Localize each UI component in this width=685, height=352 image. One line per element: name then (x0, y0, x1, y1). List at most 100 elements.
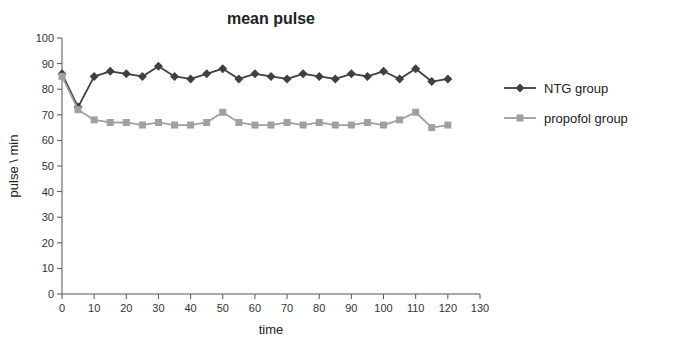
y-tick-label: 80 (42, 83, 54, 95)
point (235, 119, 242, 126)
point (444, 122, 451, 129)
point (380, 122, 387, 129)
y-tick (57, 89, 62, 90)
x-tick-label: 30 (152, 302, 164, 314)
y-tick (57, 63, 62, 64)
point (59, 73, 66, 80)
legend-label: propofol group (544, 111, 628, 126)
y-tick-label: 20 (42, 237, 54, 249)
point (123, 119, 130, 126)
legend-marker (516, 84, 525, 93)
point (316, 119, 323, 126)
x-tick (447, 294, 448, 299)
point (363, 72, 372, 81)
y-tick (57, 217, 62, 218)
point (234, 74, 243, 83)
point (412, 109, 419, 116)
point (411, 64, 420, 73)
y-axis-label: pulse \ min (6, 135, 21, 198)
y-tick (57, 268, 62, 269)
chart-container: 0102030405060708090100110120130010203040… (0, 0, 685, 352)
x-tick (94, 294, 95, 299)
x-tick-label: 70 (281, 302, 293, 314)
point (155, 119, 162, 126)
x-axis-label: time (259, 322, 284, 337)
point (106, 67, 115, 76)
chart-svg: 0102030405060708090100110120130010203040… (0, 0, 685, 352)
point (171, 122, 178, 129)
y-tick (57, 191, 62, 192)
point (267, 72, 276, 81)
point (203, 119, 210, 126)
x-tick-label: 10 (88, 302, 100, 314)
point (396, 116, 403, 123)
x-tick (62, 294, 63, 299)
plot-area (58, 62, 453, 131)
point (427, 77, 436, 86)
series-line (62, 66, 448, 107)
y-tick-label: 40 (42, 186, 54, 198)
y-tick-label: 70 (42, 109, 54, 121)
y-tick-label: 50 (42, 160, 54, 172)
point (395, 74, 404, 83)
x-tick (383, 294, 384, 299)
point (202, 69, 211, 78)
series-line (62, 76, 448, 127)
point (218, 64, 227, 73)
point (91, 116, 98, 123)
x-tick-label: 80 (313, 302, 325, 314)
x-tick-label: 20 (120, 302, 132, 314)
x-axis-line (62, 294, 480, 295)
y-tick-label: 60 (42, 134, 54, 146)
x-tick-label: 120 (439, 302, 457, 314)
point (250, 69, 259, 78)
x-tick (480, 294, 481, 299)
point (331, 74, 340, 83)
point (75, 106, 82, 113)
x-tick-label: 130 (471, 302, 489, 314)
x-tick-label: 0 (59, 302, 65, 314)
point (364, 119, 371, 126)
point (299, 69, 308, 78)
x-tick (222, 294, 223, 299)
axes: 0102030405060708090100110120130010203040… (36, 32, 490, 314)
y-tick-label: 90 (42, 58, 54, 70)
y-tick-label: 10 (42, 262, 54, 274)
x-tick (415, 294, 416, 299)
y-tick (57, 140, 62, 141)
x-tick-label: 50 (217, 302, 229, 314)
legend: NTG grouppropofol group (504, 81, 628, 126)
point (268, 122, 275, 129)
point (122, 69, 131, 78)
point (186, 74, 195, 83)
point (300, 122, 307, 129)
y-tick (57, 166, 62, 167)
series (58, 62, 453, 112)
point (348, 122, 355, 129)
x-tick-label: 100 (374, 302, 392, 314)
point (138, 72, 147, 81)
x-tick-label: 90 (345, 302, 357, 314)
point (428, 124, 435, 131)
point (219, 109, 226, 116)
x-tick (158, 294, 159, 299)
point (107, 119, 114, 126)
point (283, 74, 292, 83)
point (251, 122, 258, 129)
point (379, 67, 388, 76)
point (332, 122, 339, 129)
point (443, 74, 452, 83)
point (170, 72, 179, 81)
x-tick (126, 294, 127, 299)
chart-title: mean pulse (227, 10, 315, 27)
y-tick-label: 0 (48, 288, 54, 300)
series (59, 73, 452, 131)
point (315, 72, 324, 81)
x-tick-label: 110 (407, 302, 425, 314)
x-tick (287, 294, 288, 299)
x-tick (319, 294, 320, 299)
y-tick (57, 38, 62, 39)
point (139, 122, 146, 129)
x-tick (351, 294, 352, 299)
y-tick (57, 114, 62, 115)
